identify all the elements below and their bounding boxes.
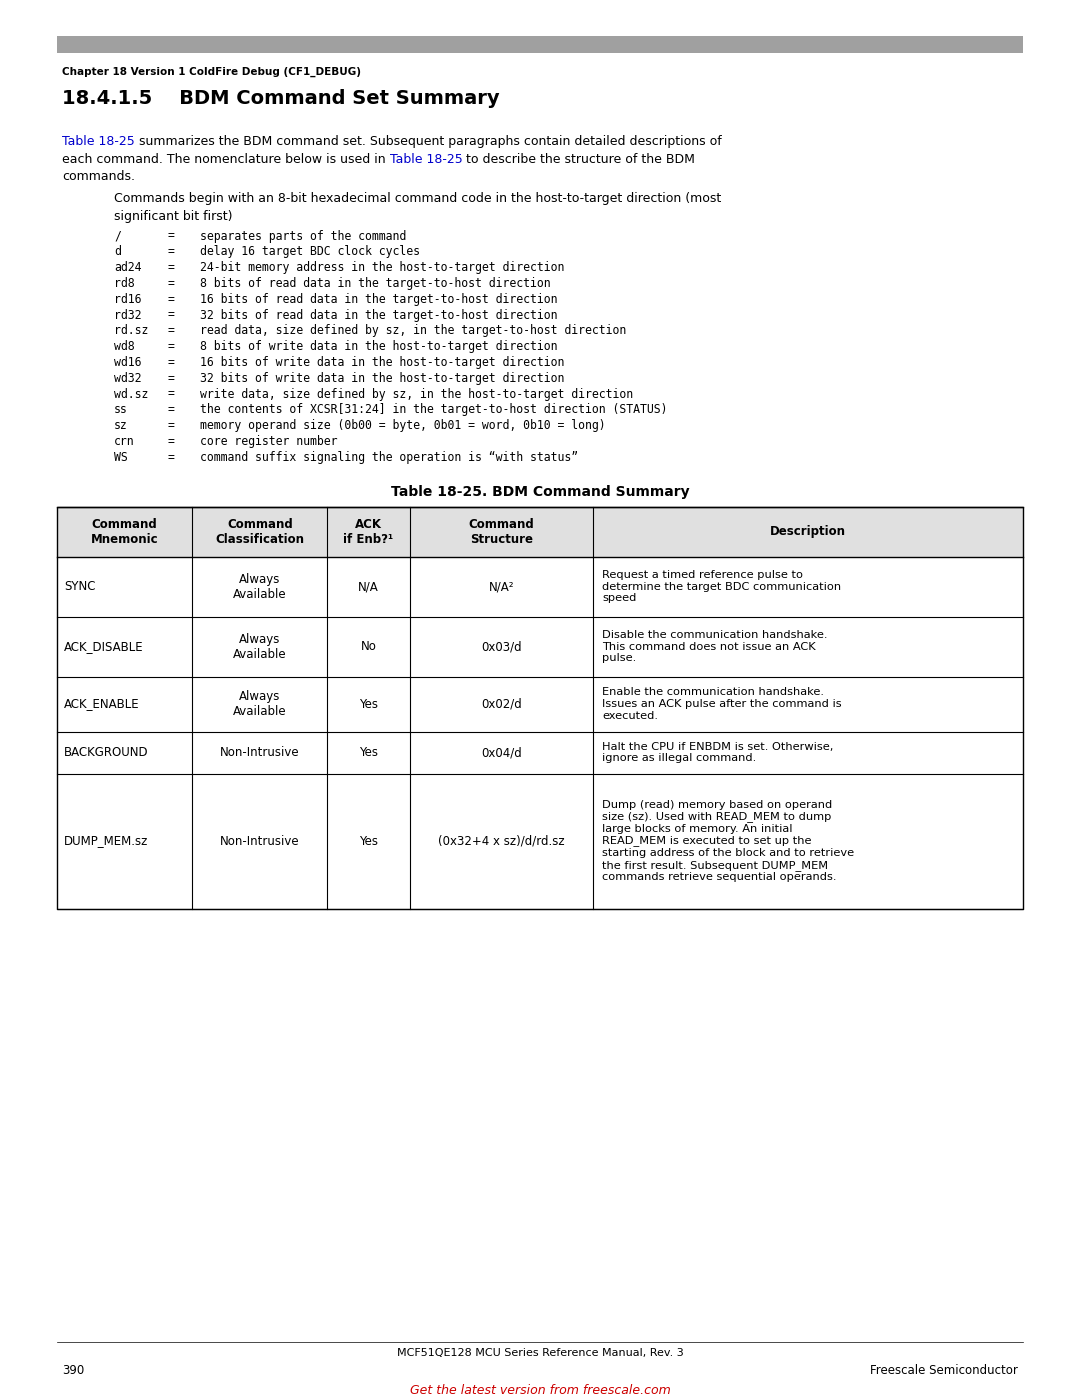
Text: =: = <box>167 293 174 306</box>
Text: =: = <box>167 451 174 464</box>
Text: =: = <box>167 261 174 274</box>
Text: BACKGROUND: BACKGROUND <box>64 746 149 759</box>
Text: command suffix signaling the operation is “with status”: command suffix signaling the operation i… <box>200 451 578 464</box>
Text: =: = <box>167 356 174 369</box>
Text: =: = <box>167 372 174 384</box>
Text: No: No <box>361 640 377 652</box>
Text: sz: sz <box>114 419 127 432</box>
Text: read data, size defined by sz, in the target-to-host direction: read data, size defined by sz, in the ta… <box>200 324 626 337</box>
Text: 24-bit memory address in the host-to-target direction: 24-bit memory address in the host-to-tar… <box>200 261 565 274</box>
Text: WS: WS <box>114 451 127 464</box>
Text: 390: 390 <box>62 1363 84 1377</box>
Text: write data, size defined by sz, in the host-to-target direction: write data, size defined by sz, in the h… <box>200 387 633 401</box>
Text: 18.4.1.5    BDM Command Set Summary: 18.4.1.5 BDM Command Set Summary <box>62 89 500 108</box>
Text: Enable the communication handshake.
Issues an ACK pulse after the command is
exe: Enable the communication handshake. Issu… <box>603 687 841 721</box>
Text: 0x04/d: 0x04/d <box>481 746 522 759</box>
Text: to describe the structure of the BDM: to describe the structure of the BDM <box>462 152 696 165</box>
Text: Table 18-25. BDM Command Summary: Table 18-25. BDM Command Summary <box>391 485 689 499</box>
Text: each command. The nomenclature below is used in: each command. The nomenclature below is … <box>62 152 390 165</box>
Bar <box>57 507 1023 908</box>
Text: ACK_ENABLE: ACK_ENABLE <box>64 697 139 711</box>
Text: rd.sz: rd.sz <box>114 324 148 337</box>
Text: Command
Classification: Command Classification <box>215 517 305 545</box>
Text: Disable the communication handshake.
This command does not issue an ACK
pulse.: Disable the communication handshake. Thi… <box>603 630 827 664</box>
Text: =: = <box>167 339 174 353</box>
Text: =: = <box>167 387 174 401</box>
Text: ad24: ad24 <box>114 261 141 274</box>
Text: separates parts of the command: separates parts of the command <box>200 229 406 243</box>
Text: d: d <box>114 246 121 258</box>
Text: Command
Structure: Command Structure <box>469 517 535 545</box>
Text: the contents of XCSR[31:24] in the target-to-host direction (STATUS): the contents of XCSR[31:24] in the targe… <box>200 404 667 416</box>
Text: Table 18-25: Table 18-25 <box>62 136 135 148</box>
Text: =: = <box>167 246 174 258</box>
Bar <box>57 507 1023 556</box>
Text: ACK
if Enb?¹: ACK if Enb?¹ <box>343 517 393 545</box>
Text: Description: Description <box>770 525 846 538</box>
Text: Table 18-25: Table 18-25 <box>390 152 462 165</box>
Text: summarizes the BDM command set. Subsequent paragraphs contain detailed descripti: summarizes the BDM command set. Subseque… <box>135 136 721 148</box>
Text: (0x32+4 x sz)/d/rd.sz: (0x32+4 x sz)/d/rd.sz <box>438 834 565 848</box>
Text: Get the latest version from freescale.com: Get the latest version from freescale.co… <box>409 1384 671 1397</box>
Text: rd8: rd8 <box>114 277 135 291</box>
Text: 0x02/d: 0x02/d <box>481 697 522 711</box>
Text: 8 bits of read data in the target-to-host direction: 8 bits of read data in the target-to-hos… <box>200 277 551 291</box>
Text: Yes: Yes <box>359 834 378 848</box>
Text: =: = <box>167 277 174 291</box>
Text: Yes: Yes <box>359 697 378 711</box>
Text: core register number: core register number <box>200 434 337 448</box>
Text: Always
Available: Always Available <box>233 573 286 601</box>
Text: wd.sz: wd.sz <box>114 387 148 401</box>
Text: Always
Available: Always Available <box>233 633 286 661</box>
Text: Chapter 18 Version 1 ColdFire Debug (CF1_DEBUG): Chapter 18 Version 1 ColdFire Debug (CF1… <box>62 67 361 77</box>
Text: Dump (read) memory based on operand
size (sz). Used with READ_MEM to dump
large : Dump (read) memory based on operand size… <box>603 800 854 882</box>
Text: delay 16 target BDC clock cycles: delay 16 target BDC clock cycles <box>200 246 420 258</box>
Text: 8 bits of write data in the host-to-target direction: 8 bits of write data in the host-to-targ… <box>200 339 557 353</box>
Text: =: = <box>167 419 174 432</box>
Text: =: = <box>167 434 174 448</box>
Text: =: = <box>167 229 174 243</box>
Text: DUMP_MEM.sz: DUMP_MEM.sz <box>64 834 148 848</box>
Text: N/A²: N/A² <box>488 580 514 592</box>
Text: wd32: wd32 <box>114 372 141 384</box>
Text: ACK_DISABLE: ACK_DISABLE <box>64 640 144 652</box>
Text: Request a timed reference pulse to
determine the target BDC communication
speed: Request a timed reference pulse to deter… <box>603 570 841 604</box>
Text: Halt the CPU if ENBDM is set. Otherwise,
ignore as illegal command.: Halt the CPU if ENBDM is set. Otherwise,… <box>603 742 834 763</box>
Text: =: = <box>167 404 174 416</box>
Bar <box>57 36 1023 53</box>
Text: 32 bits of read data in the target-to-host direction: 32 bits of read data in the target-to-ho… <box>200 309 557 321</box>
Text: rd16: rd16 <box>114 293 141 306</box>
Text: =: = <box>167 324 174 337</box>
Text: 16 bits of read data in the target-to-host direction: 16 bits of read data in the target-to-ho… <box>200 293 557 306</box>
Text: Command
Mnemonic: Command Mnemonic <box>91 517 159 545</box>
Text: /: / <box>114 229 121 243</box>
Text: crn: crn <box>114 434 135 448</box>
Text: Always
Available: Always Available <box>233 690 286 718</box>
Text: N/A: N/A <box>359 580 379 592</box>
Text: 32 bits of write data in the host-to-target direction: 32 bits of write data in the host-to-tar… <box>200 372 565 384</box>
Text: significant bit first): significant bit first) <box>114 210 232 222</box>
Text: 16 bits of write data in the host-to-target direction: 16 bits of write data in the host-to-tar… <box>200 356 565 369</box>
Text: wd8: wd8 <box>114 339 135 353</box>
Text: Non-Intrusive: Non-Intrusive <box>220 746 299 759</box>
Text: memory operand size (0b00 = byte, 0b01 = word, 0b10 = long): memory operand size (0b00 = byte, 0b01 =… <box>200 419 606 432</box>
Text: Freescale Semiconductor: Freescale Semiconductor <box>870 1363 1018 1377</box>
Text: ss: ss <box>114 404 127 416</box>
Text: 0x03/d: 0x03/d <box>481 640 522 652</box>
Text: wd16: wd16 <box>114 356 141 369</box>
Text: Non-Intrusive: Non-Intrusive <box>220 834 299 848</box>
Text: =: = <box>167 309 174 321</box>
Text: Commands begin with an 8-bit hexadecimal command code in the host-to-target dire: Commands begin with an 8-bit hexadecimal… <box>114 191 721 205</box>
Text: Yes: Yes <box>359 746 378 759</box>
Text: SYNC: SYNC <box>64 580 95 592</box>
Text: MCF51QE128 MCU Series Reference Manual, Rev. 3: MCF51QE128 MCU Series Reference Manual, … <box>396 1348 684 1358</box>
Text: rd32: rd32 <box>114 309 141 321</box>
Text: commands.: commands. <box>62 170 135 183</box>
